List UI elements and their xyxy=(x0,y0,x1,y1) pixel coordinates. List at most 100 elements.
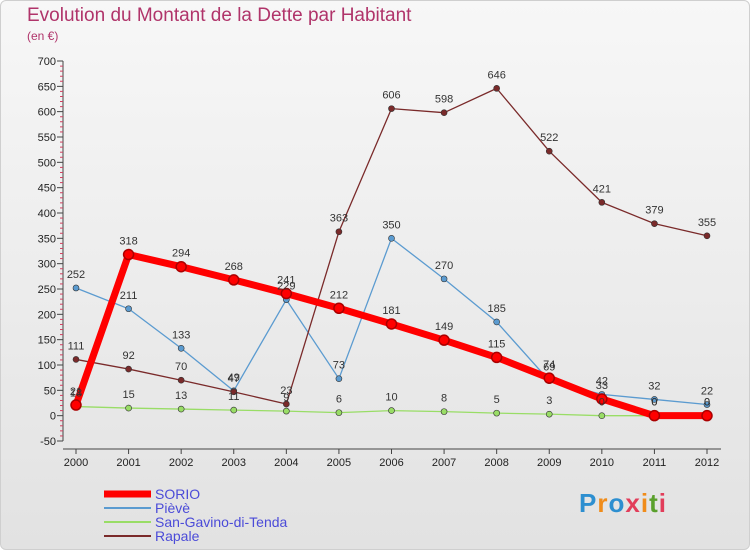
data-point xyxy=(333,302,345,315)
data-labels-layer: 18 15 13 11 9 6 10 8 5 3 0 0 0 252 211 133 49 229 73 350 270… xyxy=(67,69,716,408)
data-label: 318 xyxy=(119,236,137,248)
data-label: 22 xyxy=(701,386,713,398)
data-label: 69 xyxy=(543,362,555,374)
legend-label: SORIO xyxy=(155,486,200,502)
data-label: 133 xyxy=(172,329,190,341)
data-label: 5 xyxy=(494,394,500,406)
y-tick-label: -50 xyxy=(40,436,56,448)
y-tick-label: 0 xyxy=(50,411,56,423)
data-label: 185 xyxy=(487,303,505,315)
data-point xyxy=(493,409,500,417)
data-label: 32 xyxy=(648,380,660,392)
data-point xyxy=(388,105,395,112)
logo-letter: P xyxy=(579,488,598,518)
y-tick-label: 150 xyxy=(38,335,56,347)
data-label: 379 xyxy=(645,205,663,217)
data-point xyxy=(177,405,185,413)
data-point xyxy=(440,275,448,283)
axes: -500501001502002503003504004505005506006… xyxy=(38,56,721,469)
data-point xyxy=(703,401,711,408)
data-point xyxy=(177,344,185,352)
x-tick-label: 2011 xyxy=(643,457,667,469)
data-point xyxy=(70,399,82,411)
data-point xyxy=(490,351,503,364)
data-label: 270 xyxy=(435,260,453,272)
data-point xyxy=(72,284,80,292)
data-point xyxy=(493,318,500,326)
data-point xyxy=(703,232,711,240)
data-point xyxy=(335,375,343,382)
data-point xyxy=(125,365,132,373)
data-label: 0 xyxy=(651,397,657,409)
x-tick-label: 2009 xyxy=(537,457,561,469)
y-tick-label: 100 xyxy=(38,360,56,372)
data-label: 21 xyxy=(70,386,82,398)
y-tick-label: 500 xyxy=(38,157,56,169)
x-tick-label: 2006 xyxy=(379,457,403,469)
x-tick-label: 2002 xyxy=(169,457,193,469)
logo-letter: i xyxy=(640,488,650,518)
data-point xyxy=(648,409,661,422)
y-tick-label: 600 xyxy=(38,107,56,119)
data-label: 646 xyxy=(487,69,505,81)
data-point xyxy=(545,147,553,155)
x-tick-label: 2008 xyxy=(484,457,508,469)
data-label: 355 xyxy=(698,217,716,229)
y-tick-label: 550 xyxy=(38,132,56,144)
series-rapale xyxy=(72,85,711,408)
data-point xyxy=(72,356,80,363)
data-point xyxy=(230,388,238,396)
data-label: 115 xyxy=(488,338,506,350)
data-point xyxy=(283,400,290,408)
data-point xyxy=(438,334,450,346)
series-sorio xyxy=(70,248,713,422)
data-label: 229 xyxy=(277,281,295,293)
data-point xyxy=(651,396,658,403)
data-label: 0 xyxy=(704,397,710,409)
y-tick-label: 50 xyxy=(44,385,56,397)
data-point xyxy=(125,305,132,313)
y-tick-label: 450 xyxy=(38,183,56,195)
data-label: 241 xyxy=(277,275,295,287)
data-label: 3 xyxy=(546,395,552,407)
data-label: 11 xyxy=(228,391,239,403)
data-label: 74 xyxy=(543,359,555,371)
x-tick-label: 2004 xyxy=(274,457,298,469)
logo-letter: i xyxy=(658,488,667,518)
series-line xyxy=(75,87,708,405)
data-point xyxy=(335,228,343,236)
series-layer xyxy=(70,85,713,422)
logo-letter: o xyxy=(608,488,626,518)
logo-letter: t xyxy=(649,488,659,518)
legend-label: Pièvè xyxy=(155,500,190,516)
data-point xyxy=(440,109,448,116)
y-tick-label: 300 xyxy=(38,259,56,271)
data-label: 212 xyxy=(330,289,348,301)
x-tick-label: 2003 xyxy=(222,457,246,469)
data-point xyxy=(598,412,606,419)
data-label: 350 xyxy=(382,219,400,231)
data-point xyxy=(493,85,500,92)
data-point xyxy=(122,248,135,261)
data-point xyxy=(177,376,185,384)
data-point xyxy=(545,410,553,418)
y-tick-label: 350 xyxy=(38,233,56,245)
data-label: 13 xyxy=(175,390,187,402)
data-label: 294 xyxy=(172,248,190,260)
chart-title: Evolution du Montant de la Dette par Hab… xyxy=(27,5,412,26)
data-point xyxy=(125,404,132,412)
y-tick-label: 200 xyxy=(38,309,56,321)
x-tick-label: 2012 xyxy=(695,457,719,469)
data-label: 111 xyxy=(68,340,85,352)
data-point xyxy=(283,407,290,415)
legend-label: Rapale xyxy=(155,528,200,544)
data-label: 606 xyxy=(382,90,400,102)
data-point xyxy=(385,318,398,330)
data-label: 23 xyxy=(280,385,292,397)
proxiti-logo: Proxiti xyxy=(579,488,667,519)
legend-label: San-Gavino-di-Tenda xyxy=(155,514,288,530)
data-label: 252 xyxy=(67,269,85,281)
data-label: 9 xyxy=(283,392,289,404)
